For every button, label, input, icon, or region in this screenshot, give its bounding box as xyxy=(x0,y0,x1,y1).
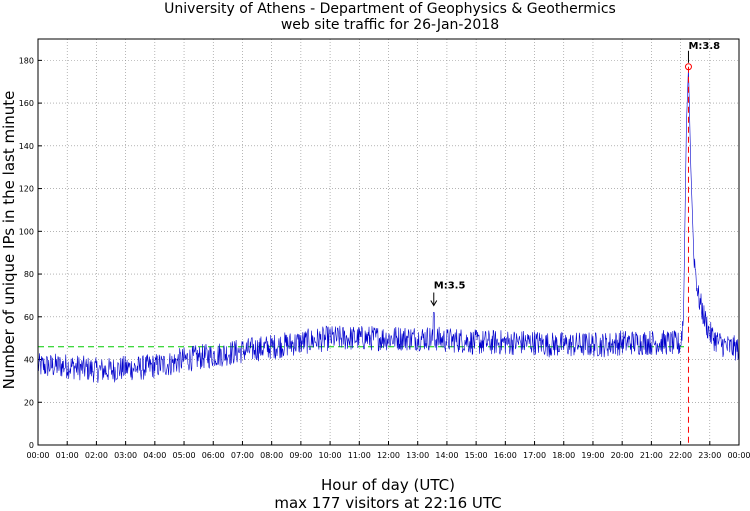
x-tick-label: 12:00 xyxy=(377,451,400,460)
x-tick-label: 09:00 xyxy=(289,451,312,460)
x-tick-label: 03:00 xyxy=(114,451,137,460)
chart-title: University of Athens - Department of Geo… xyxy=(164,1,616,17)
y-tick-label: 0 xyxy=(29,441,34,450)
annotation-label-m35: M:3.5 xyxy=(434,281,466,292)
annotation-label-peak: M:3.8 xyxy=(688,41,720,52)
x-tick-label: 11:00 xyxy=(348,451,371,460)
annotation-arrow-head xyxy=(430,300,438,307)
annotations: M:3.8 M:3.5 xyxy=(430,41,720,445)
y-tick-label: 120 xyxy=(19,185,34,194)
y-axis-label: Number of unique IPs in the last minute xyxy=(0,91,18,390)
x-tick-label: 13:00 xyxy=(406,451,429,460)
chart-subtitle: web site traffic for 26-Jan-2018 xyxy=(281,17,499,33)
x-tick-label: 05:00 xyxy=(173,451,196,460)
x-tick-label: 17:00 xyxy=(523,451,546,460)
x-tick-label: 15:00 xyxy=(465,451,488,460)
x-tick-label: 23:00 xyxy=(698,451,721,460)
x-tick-label: 21:00 xyxy=(640,451,663,460)
plot-frame xyxy=(37,38,740,446)
footer-max-visitors: max 177 visitors at 22:16 UTC xyxy=(274,494,501,511)
y-tick-label: 100 xyxy=(19,227,34,236)
x-tick-label: 02:00 xyxy=(85,451,108,460)
x-tick-label: 00:00 xyxy=(727,451,750,460)
x-tick-label: 08:00 xyxy=(260,451,283,460)
x-axis-label: Hour of day (UTC) xyxy=(321,476,455,494)
y-tick-label: 80 xyxy=(24,270,34,279)
grid xyxy=(38,39,739,445)
x-ticks: 00:00 01:00 02:00 03:00 04:00 05:00 06:00 07:00… xyxy=(26,441,750,460)
peak-marker xyxy=(684,63,692,71)
x-tick-label: 18:00 xyxy=(552,451,575,460)
x-tick-label: 01:00 xyxy=(56,451,79,460)
y-tick-label: 180 xyxy=(19,56,34,65)
y-tick-label: 160 xyxy=(19,99,34,108)
series-group xyxy=(37,69,740,383)
x-tick-label: 20:00 xyxy=(611,451,634,460)
x-tick-label: 16:00 xyxy=(494,451,517,460)
y-tick-label: 20 xyxy=(24,398,34,407)
x-tick-label: 07:00 xyxy=(231,451,254,460)
x-tick-label: 04:00 xyxy=(143,451,166,460)
x-tick-label: 22:00 xyxy=(669,451,692,460)
y-ticks: 0 20 40 60 80 100 120 140 160 180 xyxy=(19,56,42,450)
x-tick-label: 19:00 xyxy=(581,451,604,460)
y-tick-label: 40 xyxy=(24,356,34,365)
series-line xyxy=(37,69,740,383)
x-tick-label: 06:00 xyxy=(202,451,225,460)
x-tick-label: 00:00 xyxy=(26,451,49,460)
y-tick-label: 60 xyxy=(24,313,34,322)
x-tick-label: 14:00 xyxy=(435,451,458,460)
x-tick-label: 10:00 xyxy=(319,451,342,460)
y-tick-label: 140 xyxy=(19,142,34,151)
